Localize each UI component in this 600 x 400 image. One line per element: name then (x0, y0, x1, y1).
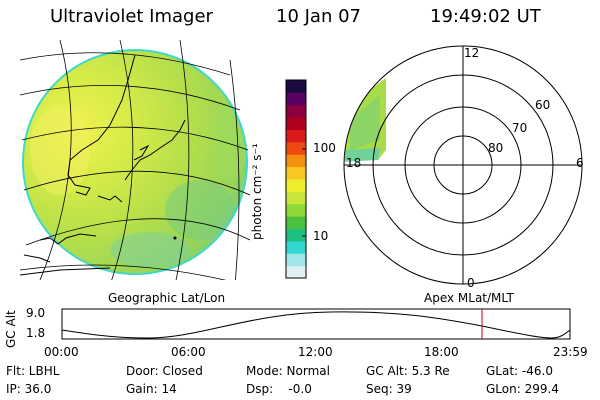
colorbar-segment (286, 191, 306, 205)
info-glon: GLon: 299.4 (486, 382, 559, 396)
colorbar-segment (286, 80, 306, 93)
polar-lat-60: 60 (535, 98, 551, 112)
info-mode: Mode: Normal (246, 364, 330, 378)
polar-hour-0: 0 (467, 276, 475, 290)
observation-time: 19:49:02 UT (430, 6, 541, 27)
colorbar-frame (285, 79, 307, 279)
colorbar-segment (286, 104, 306, 118)
timeline-frame (61, 308, 571, 340)
colorbar-tick-10: 10 (313, 229, 329, 243)
timeline-xtick-1800: 18:00 (424, 345, 459, 359)
timeline-xtick-0000: 00:00 (44, 345, 79, 359)
polar-lat-80: 80 (488, 141, 504, 155)
colorbar-segment (286, 154, 306, 168)
colorbar-segment (286, 141, 306, 155)
colorbar-segment (286, 92, 306, 106)
colorbar-segment (286, 265, 306, 279)
altitude-curve (61, 311, 571, 339)
info-gain: Gain: 14 (126, 382, 177, 396)
polar-hour-18: 18 (346, 156, 362, 170)
polar-hour-6: 6 (576, 156, 584, 170)
colorbar-segment (286, 203, 306, 217)
instrument-title: Ultraviolet Imager (50, 6, 213, 27)
info-door: Door: Closed (126, 364, 203, 378)
info-dsp: Dsp: -0.0 (246, 382, 312, 396)
timeline-ytick-max: 9.0 (26, 306, 46, 320)
colorbar-segment (286, 253, 306, 267)
colorbar-segment (286, 216, 306, 229)
timeline-xtick-1200: 12:00 (298, 345, 333, 359)
colorbar-segment (286, 166, 306, 180)
colorbar-tick-100: 100 (313, 141, 336, 155)
timeline-ylabel: GC Alt (4, 310, 18, 348)
timeline-xtick-0600: 06:00 (171, 345, 206, 359)
geographic-label: Geographic Lat/Lon (108, 291, 226, 305)
timeline-xtick-2359: 23:59 (553, 345, 588, 359)
info-ip: IP: 36.0 (6, 382, 52, 396)
observation-date: 10 Jan 07 (276, 6, 361, 27)
info-filter: Flt: LBHL (6, 364, 60, 378)
polar-hour-12: 12 (464, 46, 480, 60)
info-glat: GLat: -46.0 (486, 364, 553, 378)
timeline-ytick-min: 1.8 (26, 326, 46, 340)
info-gc-alt: GC Alt: 5.3 Re (366, 364, 450, 378)
polar-lat-70: 70 (512, 121, 528, 135)
info-seq: Seq: 39 (366, 382, 412, 396)
colorbar-segment (286, 117, 306, 130)
colorbar-segment (286, 228, 306, 242)
apex-label: Apex MLat/MLT (424, 291, 514, 305)
colorbar-segment (286, 129, 306, 143)
polar-grid (343, 45, 583, 285)
colorbar-segment (286, 240, 306, 254)
coastline-outline (20, 54, 186, 276)
colorbar-segment (286, 179, 306, 192)
